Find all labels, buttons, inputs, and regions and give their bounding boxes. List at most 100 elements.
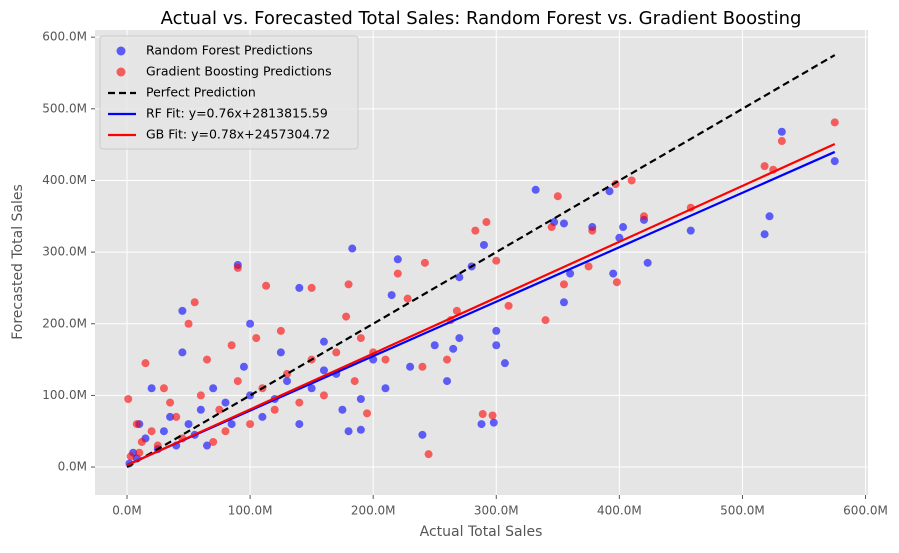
scatter-point	[777, 127, 786, 136]
scatter-point	[332, 348, 341, 357]
scatter-point	[227, 420, 236, 429]
scatter-point	[619, 223, 628, 232]
scatter-point	[184, 420, 193, 429]
scatter-point	[639, 212, 648, 221]
scatter-point	[686, 226, 695, 235]
y-axis-label: Forecasted Total Sales	[10, 184, 26, 340]
scatter-point	[178, 306, 187, 315]
scatter-point	[124, 394, 133, 403]
scatter-point	[492, 326, 501, 335]
x-tick-label: 600.0M	[843, 504, 888, 518]
scatter-point	[342, 312, 351, 321]
scatter-point	[209, 437, 218, 446]
scatter-point	[196, 391, 205, 400]
scatter-point	[203, 355, 212, 364]
scatter-point	[147, 427, 156, 436]
y-tick-label: 500.0M	[42, 101, 87, 115]
scatter-point	[159, 427, 168, 436]
scatter-point	[227, 341, 236, 350]
scatter-point	[424, 450, 433, 459]
legend-marker	[116, 67, 126, 77]
scatter-point	[166, 412, 175, 421]
scatter-point	[452, 306, 461, 315]
scatter-point	[252, 334, 261, 343]
scatter-point	[760, 230, 769, 239]
scatter-point	[348, 244, 357, 253]
scatter-point	[233, 263, 242, 272]
scatter-point	[319, 391, 328, 400]
legend: Random Forest Predictions Gradient Boosti…	[99, 35, 359, 150]
scatter-point	[276, 326, 285, 335]
y-tick-label: 100.0M	[42, 388, 87, 402]
scatter-point	[541, 316, 550, 325]
scatter-point	[403, 294, 412, 303]
scatter-point	[489, 418, 498, 427]
scatter-point	[765, 212, 774, 221]
scatter-point	[203, 441, 212, 450]
scatter-point	[262, 281, 271, 290]
scatter-point	[295, 420, 304, 429]
scatter-point	[612, 278, 621, 287]
scatter-point	[449, 344, 458, 353]
legend-label: Perfect Prediction	[146, 85, 256, 100]
scatter-point	[196, 405, 205, 414]
scatter-point	[221, 398, 230, 407]
scatter-point	[605, 187, 614, 196]
scatter-point	[166, 398, 175, 407]
scatter-point	[276, 348, 285, 357]
legend-box	[99, 35, 359, 150]
scatter-point	[777, 137, 786, 146]
scatter-point	[393, 255, 402, 264]
scatter-point	[559, 219, 568, 228]
scatter-point	[363, 409, 372, 418]
scatter-point	[239, 362, 248, 371]
x-tick-label: 300.0M	[474, 504, 519, 518]
scatter-point	[319, 337, 328, 346]
scatter-point	[760, 162, 769, 171]
scatter-point	[443, 355, 452, 364]
scatter-point	[500, 359, 509, 368]
scatter-point	[356, 425, 365, 434]
scatter-point	[381, 355, 390, 364]
scatter-point	[643, 258, 652, 267]
scatter-point	[344, 280, 353, 289]
scatter-point	[147, 384, 156, 393]
scatter-point	[338, 405, 347, 414]
line	[126, 54, 836, 469]
scatter-point	[559, 298, 568, 307]
scatter-point	[627, 176, 636, 185]
scatter-point	[553, 192, 562, 201]
x-tick-label: 100.0M	[228, 504, 273, 518]
scatter-point	[283, 377, 292, 386]
scatter-point	[233, 377, 242, 386]
line	[126, 142, 836, 467]
chart-title: Actual vs. Forecasted Total Sales: Rando…	[161, 8, 802, 29]
scatter-point	[488, 411, 497, 420]
scatter-point	[830, 157, 839, 166]
scatter-point	[137, 437, 146, 446]
scatter-point	[295, 398, 304, 407]
scatter-point	[159, 384, 168, 393]
scatter-point	[209, 384, 218, 393]
scatter-point	[588, 226, 597, 235]
scatter-point	[387, 291, 396, 300]
scatter-point	[350, 377, 359, 386]
scatter-point	[126, 452, 135, 461]
scatter-point	[471, 226, 480, 235]
x-tick-label: 500.0M	[720, 504, 765, 518]
scatter-point	[132, 420, 141, 429]
y-tick-label: 300.0M	[42, 245, 87, 259]
scatter-point	[172, 412, 181, 421]
scatter-point	[406, 362, 415, 371]
scatter-point	[492, 256, 501, 265]
scatter-point	[190, 298, 199, 307]
scatter-point	[584, 262, 593, 271]
scatter-point	[215, 405, 224, 414]
scatter-point	[344, 427, 353, 436]
scatter-point	[420, 258, 429, 267]
legend-label: Gradient Boosting Predictions	[146, 64, 332, 79]
y-tick-label: 200.0M	[42, 316, 87, 330]
scatter-point	[418, 430, 427, 439]
scatter-point	[830, 118, 839, 127]
